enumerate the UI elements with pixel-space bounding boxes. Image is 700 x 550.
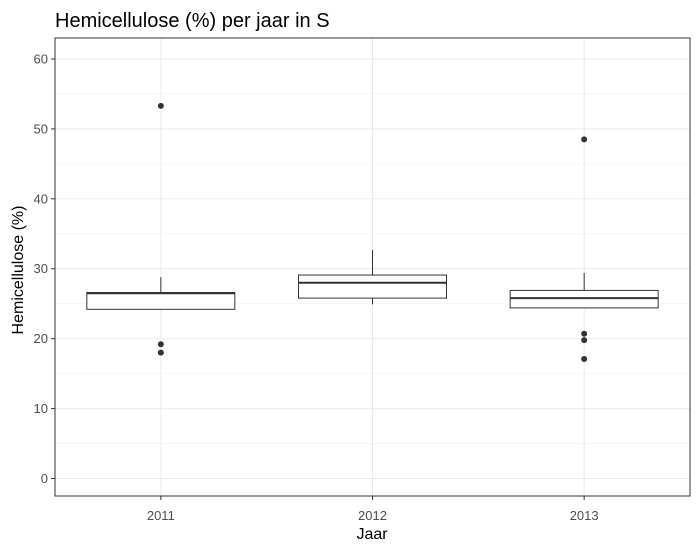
outlier-point bbox=[157, 102, 164, 109]
x-axis-title: Jaar bbox=[356, 526, 388, 543]
plot-area: 0 10 20 30 40 50 60 2011 2012 2013 bbox=[34, 37, 691, 523]
y-tick-label: 50 bbox=[34, 121, 48, 136]
outlier-point bbox=[581, 330, 588, 337]
y-axis-title: Hemicellulose (%) bbox=[10, 206, 27, 335]
y-tick-label: 20 bbox=[34, 331, 48, 346]
x-tick-label: 2013 bbox=[570, 508, 599, 523]
outlier-point bbox=[157, 341, 164, 348]
outlier-point bbox=[581, 136, 588, 143]
box-2012 bbox=[298, 274, 447, 299]
panel-border bbox=[54, 37, 691, 497]
box-2013 bbox=[509, 289, 659, 309]
y-tick-label: 60 bbox=[34, 51, 48, 66]
y-tick-label: 10 bbox=[34, 401, 48, 416]
outlier-point bbox=[157, 349, 164, 356]
outlier-point bbox=[581, 355, 588, 362]
box-2011 bbox=[86, 292, 236, 310]
chart-title: Hemicellulose (%) per jaar in S bbox=[55, 10, 330, 32]
y-tick-label: 40 bbox=[34, 191, 48, 206]
y-tick-label: 0 bbox=[41, 471, 48, 486]
x-tick-label: 2011 bbox=[147, 508, 175, 523]
outlier-point bbox=[581, 337, 588, 344]
y-tick-label: 30 bbox=[34, 261, 48, 276]
x-tick-label: 2012 bbox=[358, 508, 387, 523]
